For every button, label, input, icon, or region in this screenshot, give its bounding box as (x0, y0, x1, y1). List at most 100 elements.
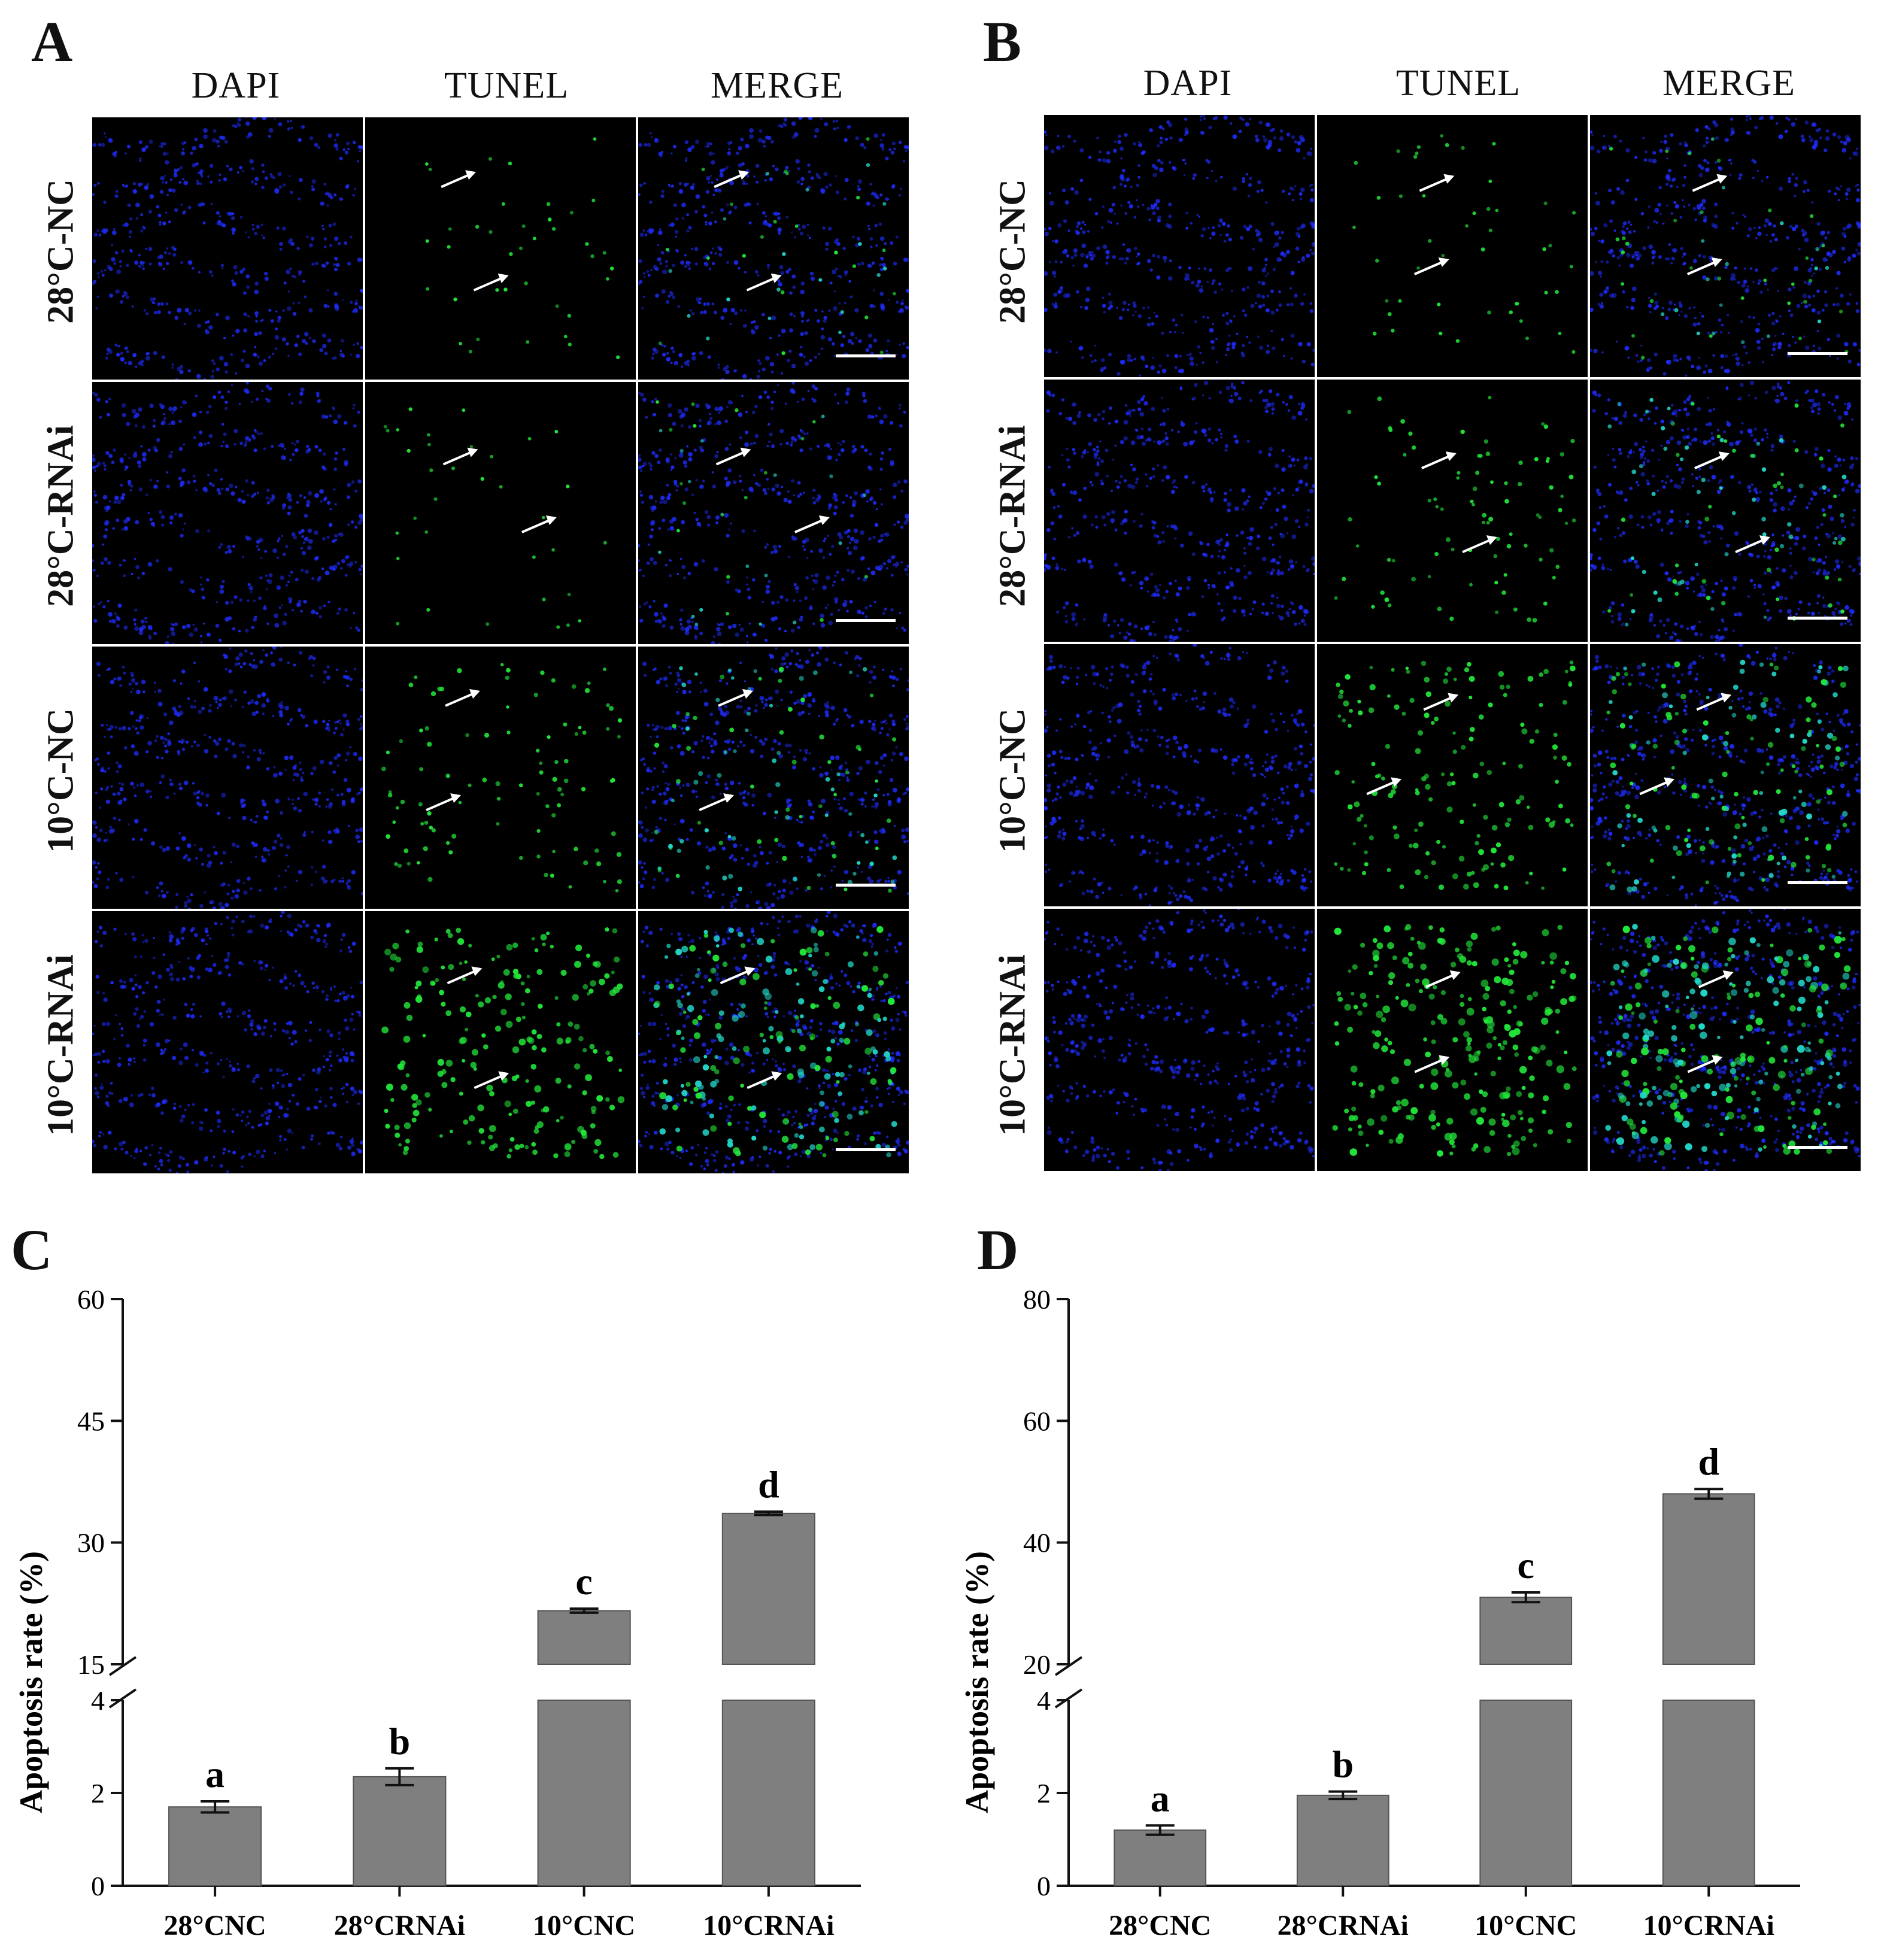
micrograph-image (92, 647, 363, 909)
micrograph-a-3-tunel (365, 647, 636, 909)
micrograph-a-3-merge (638, 647, 909, 909)
bar-upper-segment (1663, 1494, 1755, 1664)
y-tick-label: 2 (1037, 1778, 1051, 1809)
panel-a-row-label-3: 10°C-NC (40, 708, 83, 853)
micrograph-b-1-merge (1590, 115, 1861, 377)
micrograph-image (1044, 644, 1315, 906)
significance-label: b (389, 1720, 411, 1762)
micrograph-image (638, 117, 909, 380)
micrograph-a-1-merge (638, 117, 909, 380)
micrograph-image (1590, 644, 1861, 906)
bar-group: c 10°CNC (1475, 1544, 1577, 1941)
scale-bar (1788, 617, 1847, 620)
micrograph-image (1317, 644, 1588, 906)
x-tick-label: 10°CRNAi (703, 1910, 834, 1941)
micrograph-image (92, 117, 363, 380)
x-tick-label: 10°CNC (533, 1910, 635, 1941)
bar (353, 1777, 445, 1886)
bar (1297, 1795, 1389, 1886)
y-tick-label: 4 (91, 1685, 105, 1716)
scale-bar (1788, 881, 1847, 884)
y-tick-label: 60 (77, 1284, 105, 1315)
y-tick-label: 15 (77, 1649, 105, 1680)
micrograph-a-4-tunel (365, 911, 636, 1173)
arrow-icon (1415, 257, 1449, 274)
micrograph-image (365, 911, 636, 1173)
panel-d-bar-chart: 0 2 4 20 40 60 80 Apoptosis rate (%) a 28°CNC b 28°… (946, 1251, 1878, 1957)
bar-upper-segment (538, 1611, 630, 1664)
micrograph-b-3-tunel (1317, 644, 1588, 906)
bar-group: d10°CRNAi (1643, 1440, 1774, 1941)
arrow-icon (445, 689, 480, 706)
panel-b-row-label-1: 28°C-NC (992, 179, 1034, 324)
scale-bar (836, 619, 896, 622)
y-axis-label: Apoptosis rate (%) (959, 1551, 995, 1813)
bar (169, 1807, 261, 1886)
y-tick-label: 80 (1023, 1284, 1051, 1315)
micrograph-image (92, 911, 363, 1173)
scale-bar (836, 1148, 896, 1151)
x-tick-label: 28°CNC (1109, 1910, 1211, 1941)
significance-label: c (1518, 1544, 1534, 1586)
micrograph-b-2-dapi (1044, 380, 1315, 642)
micrograph-a-3-dapi (92, 647, 363, 909)
micrograph-b-1-dapi (1044, 115, 1315, 377)
panel-a-row-label-1: 28°C-NC (40, 179, 83, 324)
arrow-icon (1422, 451, 1457, 468)
panel-b-row-label-4: 10°C-RNAi (992, 954, 1034, 1136)
micrograph-a-2-tunel (365, 382, 636, 644)
micrograph-image (1044, 380, 1315, 642)
y-tick-label: 4 (1037, 1685, 1051, 1716)
bar-group: d10°CRNAi (703, 1463, 834, 1941)
x-tick-label: 10°CRNAi (1643, 1910, 1774, 1941)
y-tick-label: 40 (1023, 1528, 1051, 1558)
x-tick-label: 28°CRNAi (1278, 1910, 1409, 1941)
micrograph-b-4-dapi (1044, 909, 1315, 1171)
panel-a-column-merge: MERGE (645, 65, 909, 107)
panel-label-b: B (983, 13, 1021, 71)
bar-lower-segment (723, 1700, 815, 1886)
y-tick-label: 2 (91, 1778, 105, 1809)
y-tick-label: 20 (1023, 1649, 1051, 1680)
micrograph-b-4-tunel (1317, 909, 1588, 1171)
scale-bar (836, 354, 896, 357)
arrow-icon (444, 448, 478, 465)
panel-a-row-label-4: 10°C-RNAi (40, 954, 83, 1136)
y-tick-label: 0 (1037, 1871, 1051, 1901)
x-tick-label: 28°CNC (164, 1910, 266, 1941)
arrow-icon (1463, 535, 1497, 552)
bar-lower-segment (1480, 1700, 1571, 1886)
arrow-icon (1699, 970, 1734, 987)
micrograph-a-2-merge (638, 382, 909, 644)
arrow-icon (747, 274, 782, 290)
micrograph-image (1590, 909, 1861, 1171)
significance-label: a (1151, 1777, 1170, 1819)
micrograph-image (638, 911, 909, 1173)
scale-bar (1788, 352, 1847, 355)
significance-label: b (1332, 1743, 1354, 1786)
micrograph-image (1590, 115, 1861, 377)
micrograph-image (1317, 115, 1588, 377)
micrograph-image (1317, 380, 1588, 642)
y-tick-label: 60 (1023, 1406, 1051, 1436)
arrow-icon (1419, 174, 1454, 191)
micrograph-a-2-dapi (92, 382, 363, 644)
panel-b-row-label-3: 10°C-NC (992, 708, 1034, 853)
panel-a-row-label-2: 28°C-RNAi (40, 425, 83, 607)
arrow-icon (522, 515, 557, 532)
arrow-icon (717, 448, 751, 465)
arrow-icon (795, 515, 830, 532)
y-tick-label: 45 (77, 1406, 105, 1436)
scale-bar (836, 884, 896, 887)
micrograph-b-2-tunel (1317, 380, 1588, 642)
micrograph-a-4-dapi (92, 911, 363, 1173)
bar (1114, 1830, 1206, 1886)
micrograph-a-4-merge (638, 911, 909, 1173)
x-tick-label: 10°CNC (1475, 1910, 1577, 1941)
micrograph-image (1590, 380, 1861, 642)
bar-lower-segment (538, 1700, 630, 1886)
micrograph-image (1044, 909, 1315, 1171)
bar-group: c10°CNC (533, 1560, 635, 1941)
arrow-icon (718, 689, 753, 706)
